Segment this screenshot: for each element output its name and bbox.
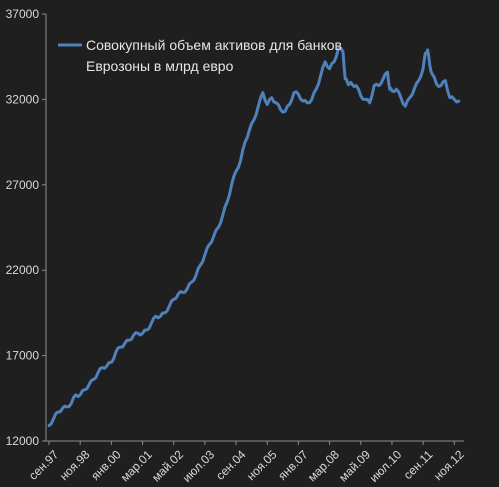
- legend-label: Совокупный объем активов для банков Евроз…: [86, 37, 342, 74]
- x-tick-label: мар.08: [305, 447, 342, 484]
- x-tick-label: сен.97: [26, 447, 62, 483]
- x-tick-label: ноя.05: [244, 447, 280, 483]
- x-tick-label: ноя.12: [431, 447, 467, 483]
- x-tick-label: июл.03: [180, 447, 218, 485]
- x-tick-label: мар.01: [118, 447, 155, 484]
- y-tick-label: 17000: [6, 349, 40, 363]
- y-tick-label: 32000: [6, 92, 40, 106]
- legend: Совокупный объем активов для банков Евроз…: [58, 37, 342, 74]
- x-tick-label: июл.10: [367, 447, 405, 485]
- x-tick-label: май.09: [336, 447, 373, 484]
- y-tick-label: 12000: [6, 434, 40, 448]
- x-tick-label: ноя.98: [57, 447, 93, 483]
- y-tick-label: 27000: [6, 178, 40, 192]
- series-line: [47, 46, 461, 428]
- x-tick-label: янв.00: [88, 447, 124, 483]
- y-tick-label: 22000: [6, 263, 40, 277]
- x-tick-label: май.02: [149, 447, 186, 484]
- x-tick-label: сен.04: [213, 447, 249, 483]
- x-axis-ticks: сен.97ноя.98янв.00мар.01май.02июл.03сен.…: [26, 441, 467, 485]
- x-tick-label: сен.11: [401, 447, 436, 482]
- x-tick-label: янв.07: [275, 447, 311, 483]
- y-tick-label: 37000: [6, 7, 40, 21]
- axes: [45, 14, 464, 442]
- y-axis-ticks: 12000 17000 22000 27000 32000 37000: [6, 7, 46, 448]
- series-layer: [47, 46, 461, 428]
